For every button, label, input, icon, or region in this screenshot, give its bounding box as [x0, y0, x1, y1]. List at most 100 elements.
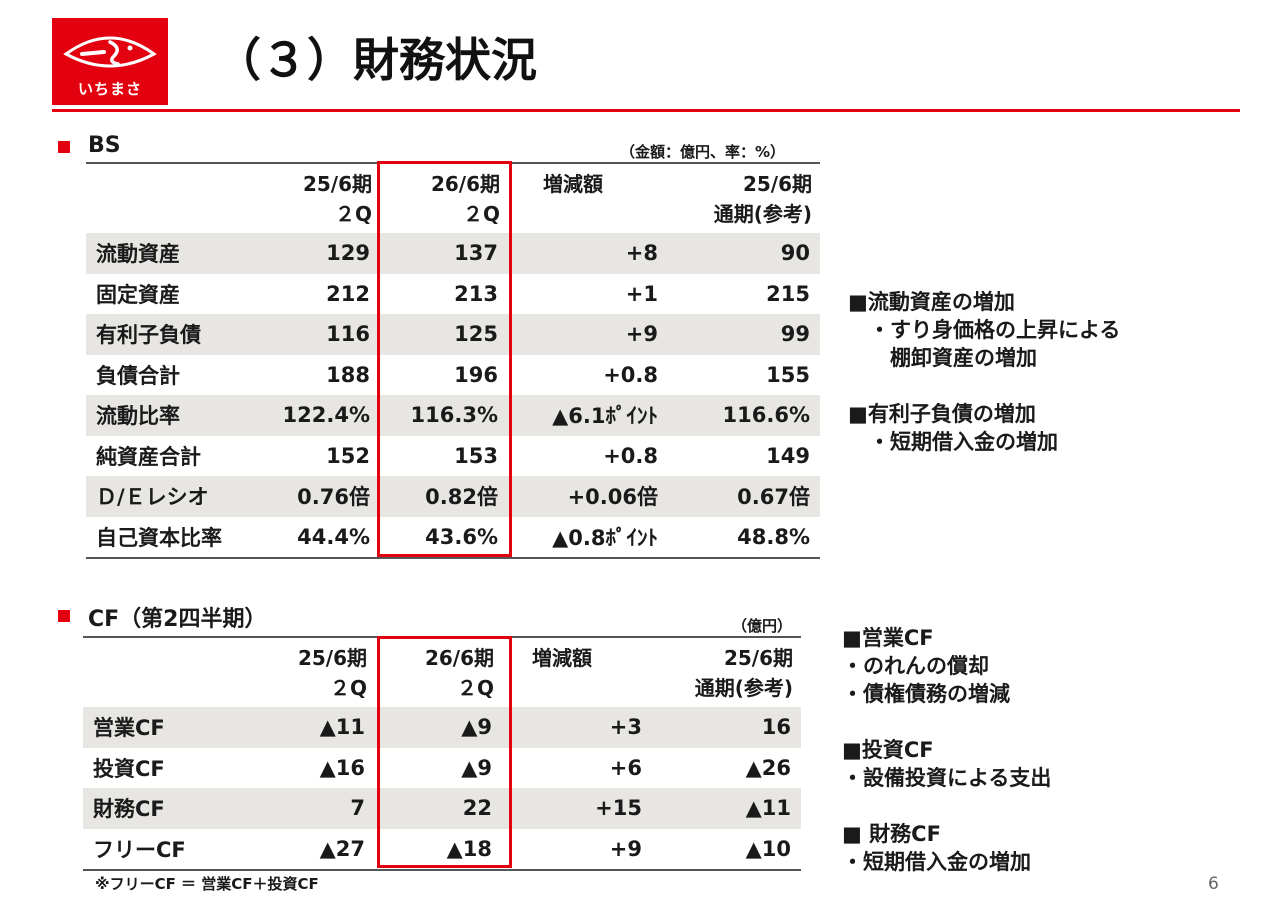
cf-header-curr-2q: 26/6期 ２Q — [424, 646, 494, 700]
note-line: ■投資CF — [842, 738, 934, 762]
prev-2q-value: 129 — [256, 233, 380, 274]
row-label: 流動資産 — [86, 233, 256, 274]
title-divider — [52, 109, 1240, 112]
prev-2q-value: ▲11 — [253, 707, 375, 748]
full-year-value: ▲11 — [652, 788, 801, 829]
note-line: ・短期借入金の増加 — [848, 430, 1058, 454]
table-row: 負債合計 188 196 +0.8 155 — [86, 355, 820, 396]
bs-header-full-year: 25/6期 通期(参考) — [713, 172, 812, 226]
full-year-value: 116.6% — [668, 395, 820, 436]
table-row: 有利子負債 116 125 +9 99 — [86, 314, 820, 355]
note-line: ・債権債務の増減 — [842, 682, 1010, 706]
bs-section-title: BS — [88, 133, 121, 158]
diff-value: +0.06倍 — [508, 476, 668, 517]
note-line: 棚卸資産の増加 — [848, 346, 1037, 370]
curr-2q-value: 116.3% — [380, 395, 508, 436]
diff-value: +0.8 — [603, 362, 658, 387]
note-block: ■ 財務CF ・短期借入金の増加 — [842, 820, 1262, 876]
bs-header-row: 25/6期 ２Q 26/6期 ２Q 増減額 25/6期 通期(参考) — [86, 163, 820, 233]
row-label: 流動比率 — [86, 395, 256, 436]
prev-2q-value: 7 — [253, 788, 375, 829]
diff-value: +3 — [502, 707, 652, 748]
cf-header-prev-2q: 25/6期 ２Q — [297, 646, 367, 700]
note-line: ・すり身価格の上昇による — [848, 318, 1121, 342]
row-label: フリーCF — [83, 828, 253, 871]
table-row: 投資CF ▲16 ▲9 +6 ▲26 — [83, 748, 801, 789]
table-row: 自己資本比率 44.4% 43.6% ▲0.8ﾎﾟｲﾝﾄ 48.8% — [86, 516, 820, 559]
note-block: ■営業CF ・のれんの償却 ・債権債務の増減 — [842, 624, 1262, 708]
prev-2q-value: 116 — [256, 314, 380, 355]
cf-unit-note: （億円） — [732, 617, 793, 635]
prev-2q-value: 44.4% — [256, 516, 380, 559]
prev-2q-value: 188 — [326, 362, 370, 387]
cf-section-title: CF（第2四半期） — [88, 607, 267, 632]
curr-2q-value: 196 — [454, 362, 498, 387]
table-row: 流動資産 129 137 +8 90 — [86, 233, 820, 274]
diff-value: +9 — [508, 314, 668, 355]
row-label: 自己資本比率 — [86, 516, 256, 559]
current-period-highlight — [377, 161, 512, 557]
note-block: ■投資CF ・設備投資による支出 — [842, 736, 1262, 792]
diff-value: +1 — [625, 281, 658, 306]
diff-value: ▲0.8ﾎﾟｲﾝﾄ — [508, 516, 668, 559]
full-year-value: 215 — [766, 281, 810, 306]
cf-section-bullet — [58, 610, 70, 622]
curr-2q-value: 22 — [375, 788, 502, 829]
curr-2q-value: 213 — [454, 281, 498, 306]
cf-header-label — [83, 637, 253, 707]
cf-footnote: ※フリーCF ＝ 営業CF＋投資CF — [95, 875, 319, 893]
company-logo: いちまさ — [52, 18, 168, 105]
note-line: ・のれんの償却 — [842, 654, 989, 678]
table-row: 固定資産 212 213 +1 215 — [86, 274, 820, 315]
curr-2q-value: 153 — [454, 443, 498, 468]
prev-2q-value: ▲27 — [253, 828, 375, 871]
curr-2q-value: 43.6% — [380, 516, 508, 559]
bs-header-label — [86, 163, 256, 233]
row-label: 負債合計 — [96, 363, 180, 388]
row-label: Ｄ/Ｅレシオ — [86, 476, 256, 517]
note-line: ・設備投資による支出 — [842, 766, 1052, 790]
row-label: 固定資産 — [96, 282, 180, 307]
diff-value: ▲6.1ﾎﾟｲﾝﾄ — [508, 395, 668, 436]
table-row: 流動比率 122.4% 116.3% ▲6.1ﾎﾟｲﾝﾄ 116.6% — [86, 395, 820, 436]
bs-table: 25/6期 ２Q 26/6期 ２Q 増減額 25/6期 通期(参考) 流動資産 … — [86, 163, 820, 559]
full-year-value: ▲26 — [745, 755, 791, 780]
full-year-value: 155 — [766, 362, 810, 387]
row-label: 有利子負債 — [86, 314, 256, 355]
diff-value: +15 — [502, 788, 652, 829]
full-year-value: 48.8% — [668, 516, 820, 559]
table-row: 財務CF 7 22 +15 ▲11 — [83, 788, 801, 829]
bs-notes: ■流動資産の増加 ・すり身価格の上昇による 棚卸資産の増加 ■有利子負債の増加 … — [848, 288, 1248, 484]
note-block: ■流動資産の増加 ・すり身価格の上昇による 棚卸資産の増加 — [848, 288, 1248, 372]
curr-2q-value: 0.82倍 — [380, 476, 508, 517]
row-label: 財務CF — [83, 788, 253, 829]
bs-section-bullet — [58, 141, 70, 153]
table-row: 営業CF ▲11 ▲9 +3 16 — [83, 707, 801, 748]
table-row: 純資産合計 152 153 +0.8 149 — [86, 436, 820, 477]
bs-header-prev-2q: 25/6期 ２Q — [302, 172, 372, 226]
note-line: ■有利子負債の増加 — [848, 402, 1036, 426]
page-title: （３）財務状況 — [215, 33, 537, 87]
current-period-highlight — [377, 636, 512, 868]
note-block: ■有利子負債の増加 ・短期借入金の増加 — [848, 400, 1248, 456]
prev-2q-value: 212 — [326, 281, 370, 306]
cf-header-diff: 増減額 — [532, 646, 592, 670]
diff-value: +9 — [502, 828, 652, 871]
cf-header-row: 25/6期 ２Q 26/6期 ２Q 増減額 25/6期 通期(参考) — [83, 637, 801, 707]
diff-value: +0.8 — [603, 443, 658, 468]
bs-unit-note: （金額：億円、率：%） — [620, 143, 786, 161]
cf-notes: ■営業CF ・のれんの償却 ・債権債務の増減 ■投資CF ・設備投資による支出 … — [842, 624, 1262, 904]
curr-2q-value: 137 — [380, 233, 508, 274]
diff-value: +8 — [508, 233, 668, 274]
bs-header-curr-2q: 26/6期 ２Q — [430, 172, 500, 226]
table-row: Ｄ/Ｅレシオ 0.76倍 0.82倍 +0.06倍 0.67倍 — [86, 476, 820, 517]
full-year-value: 16 — [652, 707, 801, 748]
full-year-value: 90 — [668, 233, 820, 274]
bs-header-diff: 増減額 — [543, 172, 603, 196]
prev-2q-value: 122.4% — [256, 395, 380, 436]
row-label: 投資CF — [93, 756, 165, 781]
page-number: 6 — [1208, 874, 1219, 894]
curr-2q-value: 125 — [380, 314, 508, 355]
cf-header-full-year: 25/6期 通期(参考) — [694, 646, 793, 700]
prev-2q-value: 152 — [326, 443, 370, 468]
